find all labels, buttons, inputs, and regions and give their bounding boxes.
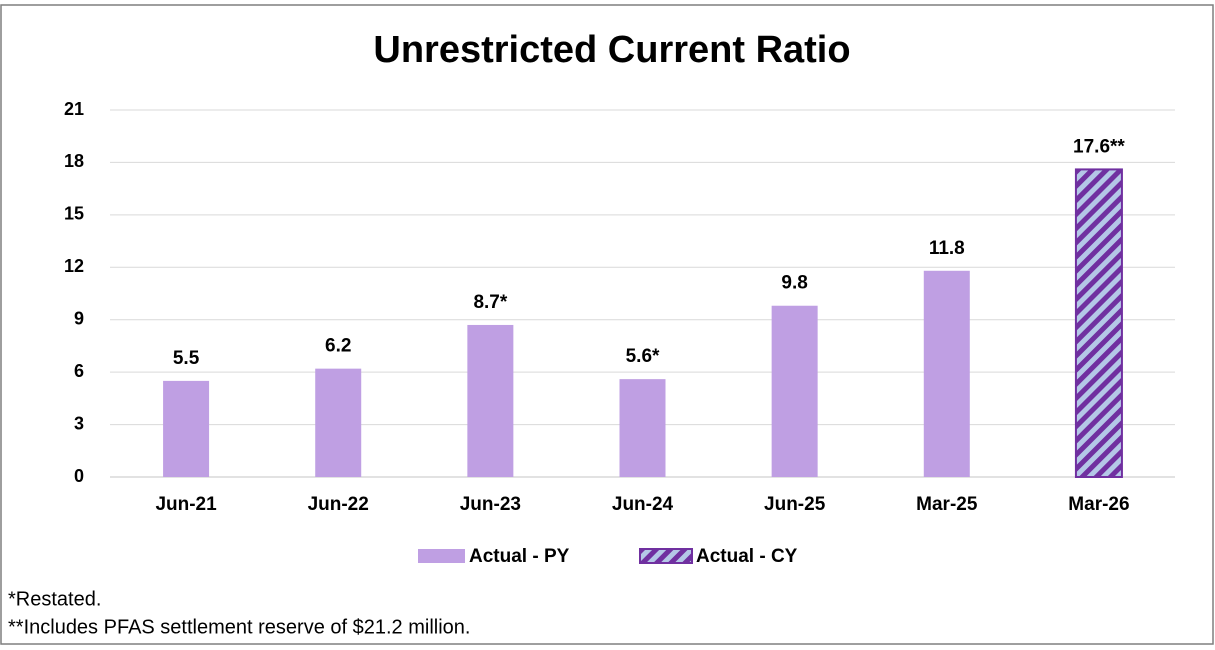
- x-tick-label: Jun-24: [612, 494, 674, 515]
- y-tick-label: 0: [74, 466, 84, 486]
- x-tick-label: Jun-23: [460, 494, 521, 515]
- footnote: **Includes PFAS settlement reserve of $2…: [8, 616, 470, 638]
- bar: [771, 305, 818, 477]
- legend-swatch: [418, 549, 465, 563]
- y-tick-label: 6: [74, 361, 84, 381]
- y-tick-label: 15: [64, 204, 84, 224]
- legend-label: Actual - CY: [696, 546, 798, 567]
- data-label: 6.2: [325, 336, 351, 357]
- y-tick-label: 21: [64, 99, 84, 119]
- y-tick-label: 12: [64, 256, 84, 276]
- y-tick-label: 9: [74, 308, 84, 328]
- y-tick-label: 3: [74, 413, 84, 433]
- data-label: 11.8: [929, 238, 965, 259]
- bar: [923, 270, 970, 477]
- y-tick-label: 18: [64, 151, 84, 171]
- bar: [467, 324, 514, 477]
- data-label: 17.6**: [1073, 136, 1125, 157]
- x-tick-label: Jun-25: [764, 494, 826, 515]
- data-label: 5.5: [173, 348, 200, 369]
- data-label: 5.6*: [626, 346, 660, 367]
- data-label: 9.8: [781, 273, 807, 294]
- footnote: *Restated.: [8, 588, 101, 610]
- x-tick-label: Mar-26: [1068, 494, 1129, 515]
- legend-label: Actual - PY: [469, 546, 570, 567]
- bar: [163, 380, 210, 477]
- data-label: 8.7*: [473, 292, 507, 313]
- bar: [1074, 168, 1123, 479]
- bar: [315, 368, 362, 477]
- bar: [619, 379, 666, 477]
- x-tick-label: Jun-21: [155, 494, 217, 515]
- x-tick-label: Jun-22: [308, 494, 369, 515]
- chart-title: Unrestricted Current Ratio: [373, 29, 850, 71]
- legend-swatch: [639, 548, 693, 564]
- chart-frame: [0, 4, 1214, 645]
- x-tick-label: Mar-25: [916, 494, 978, 515]
